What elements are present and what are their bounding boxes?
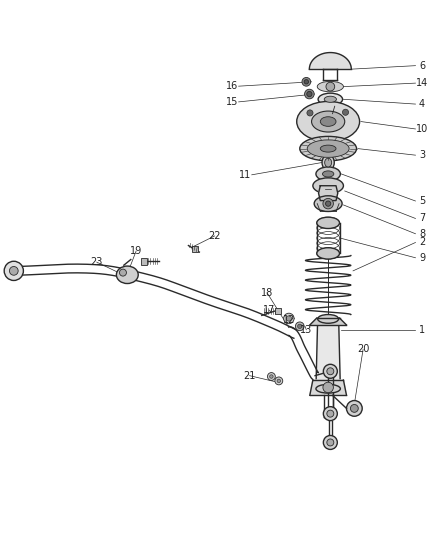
Ellipse shape xyxy=(316,167,340,181)
Ellipse shape xyxy=(324,96,336,102)
Text: 14: 14 xyxy=(416,78,428,88)
Text: 18: 18 xyxy=(261,288,273,298)
Ellipse shape xyxy=(320,145,336,152)
Text: 13: 13 xyxy=(300,325,312,335)
Circle shape xyxy=(327,439,334,446)
Circle shape xyxy=(297,324,302,328)
Text: 17: 17 xyxy=(263,305,276,315)
Ellipse shape xyxy=(311,111,345,132)
Circle shape xyxy=(343,109,349,115)
Circle shape xyxy=(323,407,337,421)
Bar xyxy=(141,258,147,264)
Text: 12: 12 xyxy=(283,315,295,325)
Text: 6: 6 xyxy=(419,61,425,71)
Circle shape xyxy=(286,316,291,321)
Polygon shape xyxy=(316,319,340,389)
Bar xyxy=(275,308,281,314)
Text: 19: 19 xyxy=(130,246,142,256)
Circle shape xyxy=(270,375,273,378)
Ellipse shape xyxy=(325,158,332,167)
Text: 23: 23 xyxy=(91,257,103,267)
Text: 7: 7 xyxy=(419,214,425,223)
Circle shape xyxy=(326,82,335,91)
Circle shape xyxy=(323,382,333,393)
Text: 20: 20 xyxy=(357,344,369,354)
Text: 16: 16 xyxy=(226,81,238,91)
Text: 11: 11 xyxy=(239,170,251,180)
Ellipse shape xyxy=(307,140,349,157)
Ellipse shape xyxy=(117,266,138,284)
Text: 3: 3 xyxy=(419,150,425,160)
Circle shape xyxy=(284,313,294,324)
Circle shape xyxy=(323,364,337,378)
Polygon shape xyxy=(309,53,351,69)
Circle shape xyxy=(304,89,314,99)
Text: 5: 5 xyxy=(419,196,425,206)
Text: 9: 9 xyxy=(419,253,425,263)
Circle shape xyxy=(307,92,312,96)
Text: 15: 15 xyxy=(226,97,238,107)
Circle shape xyxy=(307,110,313,116)
Polygon shape xyxy=(310,380,346,395)
Circle shape xyxy=(323,435,337,449)
Ellipse shape xyxy=(314,196,342,212)
Circle shape xyxy=(4,261,23,280)
Circle shape xyxy=(268,373,276,381)
Circle shape xyxy=(10,266,18,275)
Text: 2: 2 xyxy=(419,238,425,247)
Ellipse shape xyxy=(313,178,343,193)
Ellipse shape xyxy=(297,101,360,142)
Ellipse shape xyxy=(316,384,340,393)
Circle shape xyxy=(350,405,358,413)
Circle shape xyxy=(120,269,127,276)
Bar xyxy=(192,246,198,252)
Ellipse shape xyxy=(317,217,339,229)
Circle shape xyxy=(277,379,281,383)
Ellipse shape xyxy=(322,171,334,177)
Polygon shape xyxy=(310,318,346,325)
Ellipse shape xyxy=(317,248,339,259)
Ellipse shape xyxy=(300,136,357,161)
Circle shape xyxy=(275,377,283,385)
Ellipse shape xyxy=(318,93,343,106)
Circle shape xyxy=(304,79,308,84)
Circle shape xyxy=(327,368,334,375)
Circle shape xyxy=(323,198,333,209)
Text: 22: 22 xyxy=(208,231,221,241)
Text: 8: 8 xyxy=(419,229,425,239)
Text: 4: 4 xyxy=(419,99,425,109)
Circle shape xyxy=(295,322,304,330)
Ellipse shape xyxy=(317,82,343,92)
Text: 21: 21 xyxy=(244,370,256,381)
Circle shape xyxy=(325,201,331,206)
Ellipse shape xyxy=(320,117,336,126)
Polygon shape xyxy=(318,185,338,200)
Circle shape xyxy=(346,400,362,416)
Ellipse shape xyxy=(322,155,334,171)
Text: 10: 10 xyxy=(416,124,428,134)
Text: 1: 1 xyxy=(419,325,425,335)
Circle shape xyxy=(302,77,311,86)
Ellipse shape xyxy=(318,314,339,323)
Circle shape xyxy=(327,410,334,417)
